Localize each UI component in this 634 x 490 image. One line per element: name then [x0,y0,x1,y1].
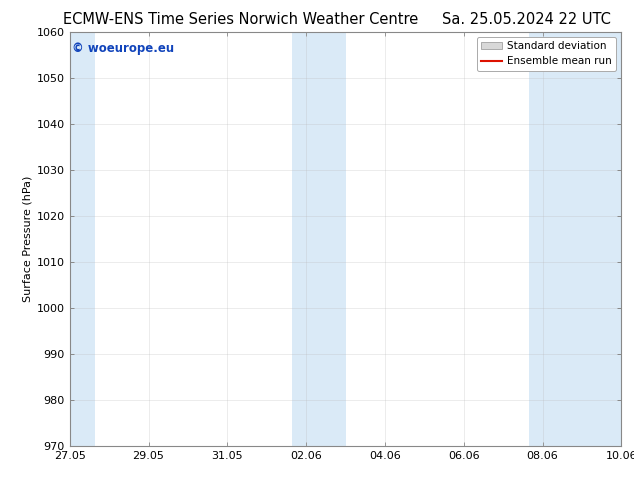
Text: ECMW-ENS Time Series Norwich Weather Centre: ECMW-ENS Time Series Norwich Weather Cen… [63,12,418,27]
Text: © woeurope.eu: © woeurope.eu [72,42,174,55]
Y-axis label: Surface Pressure (hPa): Surface Pressure (hPa) [23,176,32,302]
Bar [68,32,95,446]
Bar [529,32,623,446]
Text: Sa. 25.05.2024 22 UTC: Sa. 25.05.2024 22 UTC [442,12,611,27]
Legend: Standard deviation, Ensemble mean run: Standard deviation, Ensemble mean run [477,37,616,71]
Bar [292,32,346,446]
